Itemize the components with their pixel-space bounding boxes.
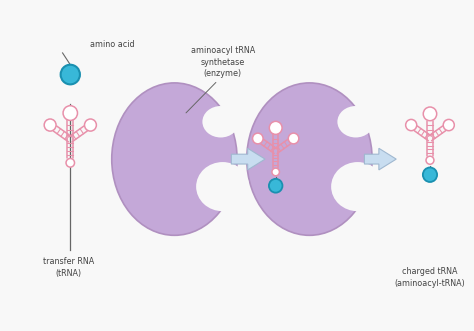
Circle shape	[423, 167, 437, 182]
Circle shape	[269, 121, 282, 134]
Circle shape	[272, 168, 280, 176]
Ellipse shape	[331, 162, 384, 211]
Text: transfer RNA
(tRNA): transfer RNA (tRNA)	[43, 258, 94, 278]
Ellipse shape	[202, 106, 239, 137]
Ellipse shape	[112, 83, 237, 235]
Circle shape	[61, 65, 80, 84]
Circle shape	[44, 119, 56, 131]
Text: aminoacyl tRNA
synthetase
(enzyme): aminoacyl tRNA synthetase (enzyme)	[191, 46, 255, 78]
Ellipse shape	[337, 106, 374, 137]
Circle shape	[288, 133, 299, 144]
Circle shape	[84, 119, 96, 131]
Circle shape	[406, 119, 417, 131]
Circle shape	[426, 156, 434, 164]
Circle shape	[443, 119, 454, 131]
Text: amino acid: amino acid	[90, 40, 134, 49]
Polygon shape	[231, 148, 265, 170]
Circle shape	[269, 179, 283, 193]
Circle shape	[66, 159, 74, 167]
Circle shape	[423, 107, 437, 121]
Circle shape	[253, 133, 263, 144]
Circle shape	[63, 106, 77, 120]
Ellipse shape	[247, 83, 372, 235]
Ellipse shape	[196, 162, 249, 211]
Text: charged tRNA
(aminoacyl-tRNA): charged tRNA (aminoacyl-tRNA)	[394, 267, 465, 288]
Polygon shape	[365, 148, 396, 170]
